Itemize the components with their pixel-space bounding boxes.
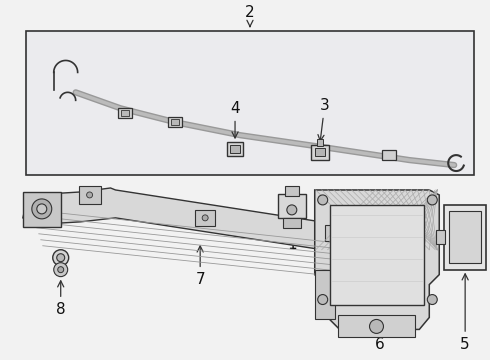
Text: 8: 8 bbox=[56, 281, 66, 317]
Text: 4: 4 bbox=[230, 101, 240, 138]
Circle shape bbox=[53, 250, 69, 266]
Bar bbox=[325, 225, 344, 241]
Bar bbox=[26, 31, 474, 175]
Bar bbox=[28, 32, 472, 173]
Circle shape bbox=[37, 204, 47, 214]
Bar bbox=[444, 205, 486, 270]
Polygon shape bbox=[23, 188, 369, 255]
Bar bbox=[285, 186, 299, 196]
Bar bbox=[172, 119, 179, 125]
Circle shape bbox=[318, 195, 328, 205]
Bar bbox=[122, 110, 129, 116]
Text: 6: 6 bbox=[374, 314, 384, 352]
Text: 7: 7 bbox=[196, 246, 205, 287]
Bar bbox=[230, 145, 240, 153]
Circle shape bbox=[202, 215, 208, 221]
Circle shape bbox=[427, 195, 437, 205]
Bar bbox=[338, 315, 416, 337]
Circle shape bbox=[58, 267, 64, 273]
Bar bbox=[78, 186, 100, 204]
Circle shape bbox=[318, 294, 328, 305]
Bar bbox=[449, 211, 481, 263]
Circle shape bbox=[332, 230, 338, 236]
Bar bbox=[344, 228, 374, 254]
Bar bbox=[278, 194, 306, 218]
Text: 2: 2 bbox=[245, 5, 255, 27]
Bar bbox=[311, 145, 329, 160]
Bar bbox=[283, 218, 301, 228]
Bar bbox=[330, 205, 424, 305]
Circle shape bbox=[32, 199, 52, 219]
Circle shape bbox=[427, 294, 437, 305]
Circle shape bbox=[369, 319, 384, 333]
Circle shape bbox=[87, 192, 93, 198]
Bar bbox=[23, 192, 61, 227]
Circle shape bbox=[54, 263, 68, 276]
Bar bbox=[315, 270, 335, 319]
Circle shape bbox=[57, 254, 65, 262]
Polygon shape bbox=[315, 190, 439, 329]
Bar bbox=[168, 117, 182, 127]
Text: 5: 5 bbox=[460, 274, 470, 352]
Bar bbox=[227, 142, 243, 156]
Bar bbox=[383, 150, 396, 160]
Circle shape bbox=[287, 205, 297, 215]
Bar bbox=[317, 139, 323, 146]
Bar bbox=[315, 148, 325, 156]
Bar bbox=[436, 230, 445, 244]
Text: 3: 3 bbox=[318, 98, 330, 141]
Text: 1: 1 bbox=[287, 231, 296, 252]
Bar bbox=[119, 108, 132, 118]
Bar bbox=[195, 210, 215, 226]
